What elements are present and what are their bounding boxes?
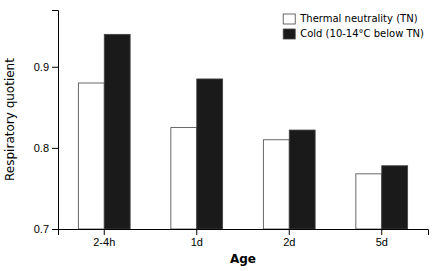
bars xyxy=(78,34,407,229)
tick-label: 0.7 xyxy=(34,223,49,235)
bar xyxy=(382,166,408,229)
tick-mark xyxy=(104,229,105,235)
bar xyxy=(104,34,130,229)
bar xyxy=(289,130,315,229)
tick-mark xyxy=(196,229,197,235)
tick-label: 0.8 xyxy=(34,142,49,154)
tick: 0.9 xyxy=(34,61,58,73)
plot: 2-4h 1d 2d 5d 0.7 0.8 0.9 Thermal neutrality (T… xyxy=(34,11,429,248)
tick: 2-4h xyxy=(93,229,115,248)
tick-mark xyxy=(381,229,382,235)
tick: 0.8 xyxy=(34,142,58,154)
tick-mark xyxy=(52,67,58,68)
chart: 2-4h 1d 2d 5d 0.7 0.8 0.9 Thermal neutrality (T… xyxy=(0,0,440,271)
legend: Thermal neutrality (TN) Cold (10-14°C bel… xyxy=(283,13,424,39)
x-axis-title: Age xyxy=(230,252,256,266)
legend-label: Cold (10-14°C below TN) xyxy=(300,28,424,39)
tick-label: 5d xyxy=(376,236,388,248)
tick-label: 2d xyxy=(283,236,295,248)
x-axis: 2-4h 1d 2d 5d xyxy=(59,229,429,248)
bar-series xyxy=(104,34,407,229)
tick-label: 1d xyxy=(191,236,203,248)
y-axis-title: Respiratory quotient xyxy=(3,58,17,181)
tick: 0.7 xyxy=(34,223,58,235)
tick-mark xyxy=(52,148,58,149)
tick-mark xyxy=(52,229,58,230)
tick: 1d xyxy=(191,229,203,248)
axis-line xyxy=(52,11,59,230)
y-axis: 0.7 0.8 0.9 xyxy=(34,11,59,236)
tick: 5d xyxy=(376,229,388,248)
legend-swatch xyxy=(283,14,295,24)
legend-label: Thermal neutrality (TN) xyxy=(299,13,417,24)
tick: 2d xyxy=(283,229,295,248)
bar xyxy=(78,83,104,229)
tick-label: 2-4h xyxy=(93,236,115,248)
axis-line xyxy=(59,230,429,236)
tick-mark xyxy=(289,229,290,235)
legend-item: Thermal neutrality (TN) xyxy=(283,13,417,24)
tick-label: 0.9 xyxy=(34,61,49,73)
bar xyxy=(197,79,223,229)
bar xyxy=(171,128,197,229)
bar xyxy=(356,174,382,229)
bar xyxy=(263,140,289,229)
legend-swatch xyxy=(283,29,295,39)
legend-item: Cold (10-14°C below TN) xyxy=(283,28,424,39)
